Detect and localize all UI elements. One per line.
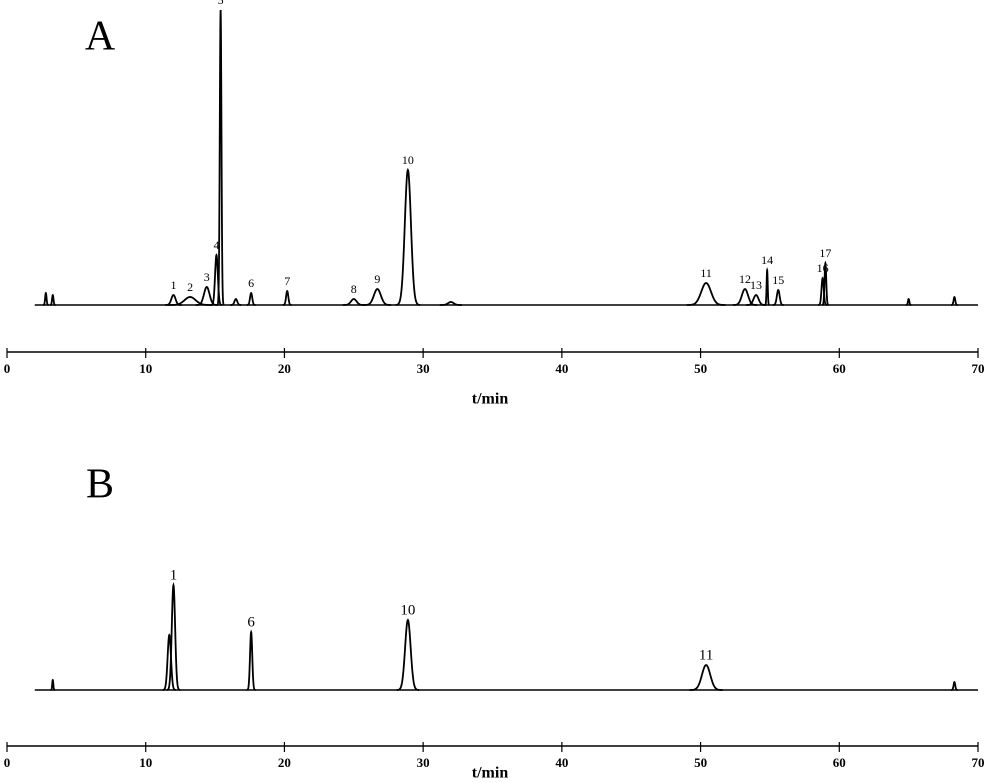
peak-label: 6 — [248, 276, 254, 290]
peak — [195, 286, 218, 306]
x-axis-label: t/min — [472, 391, 509, 408]
peak — [439, 301, 462, 306]
peak — [905, 298, 912, 306]
peak-label: 9 — [374, 272, 380, 286]
peak — [686, 282, 726, 306]
peak-label: 5 — [218, 0, 224, 7]
peak-label: 7 — [284, 274, 290, 288]
x-tick-label: 20 — [278, 361, 291, 376]
peak-label: 8 — [351, 282, 357, 296]
peak — [746, 294, 767, 306]
x-tick-label: 60 — [833, 755, 846, 770]
peak-label: 10 — [400, 602, 415, 618]
peak-label: 17 — [819, 246, 831, 260]
x-tick-label: 70 — [972, 755, 985, 770]
peak — [167, 296, 213, 306]
peak — [363, 288, 392, 306]
peak — [246, 291, 256, 306]
x-tick-label: 50 — [694, 361, 707, 376]
x-tick-label: 10 — [139, 361, 152, 376]
peak-label: 11 — [700, 266, 712, 280]
peak — [818, 276, 828, 306]
peak-label: 2 — [187, 280, 193, 294]
peak — [230, 298, 242, 306]
peak — [42, 291, 49, 306]
peak — [732, 288, 758, 306]
x-tick-label: 60 — [833, 361, 846, 376]
x-tick-label: 70 — [972, 361, 985, 376]
peak-label: 13 — [750, 278, 762, 292]
peak — [210, 253, 223, 306]
x-tick-label: 20 — [278, 755, 291, 770]
x-tick-label: 10 — [139, 755, 152, 770]
peak-label: 1 — [170, 567, 178, 583]
peak — [951, 680, 958, 691]
x-tick-label: 0 — [4, 361, 11, 376]
peak — [162, 633, 177, 691]
x-tick-label: 30 — [417, 755, 430, 770]
x-tick-label: 30 — [417, 361, 430, 376]
peak-label: 12 — [739, 272, 751, 286]
peak — [166, 582, 181, 691]
x-tick-label: 40 — [555, 755, 568, 770]
peak — [396, 618, 420, 691]
peak-label: 1 — [170, 278, 176, 292]
peak-label: 15 — [772, 273, 784, 287]
peak — [689, 664, 723, 691]
peak-label: 10 — [402, 153, 414, 167]
peak — [772, 288, 784, 306]
peak — [50, 678, 56, 691]
peak-label: 3 — [204, 270, 210, 284]
peak — [764, 267, 770, 306]
peak — [342, 298, 365, 306]
peak-label: 4 — [213, 238, 219, 252]
x-axis-label: t/min — [472, 765, 509, 782]
x-tick-label: 0 — [4, 755, 11, 770]
x-tick-label: 50 — [694, 755, 707, 770]
peak — [282, 289, 292, 306]
peak-label: 11 — [699, 647, 713, 663]
peak — [216, 9, 225, 306]
x-tick-label: 40 — [555, 361, 568, 376]
peak — [246, 629, 256, 691]
peak — [395, 167, 421, 306]
peak — [49, 293, 56, 306]
panel-title: A — [85, 14, 116, 60]
peak-label: 6 — [247, 614, 255, 630]
peak-label: 14 — [761, 253, 773, 267]
peak — [951, 295, 958, 306]
panel-title: B — [86, 462, 114, 508]
peak — [821, 260, 829, 306]
